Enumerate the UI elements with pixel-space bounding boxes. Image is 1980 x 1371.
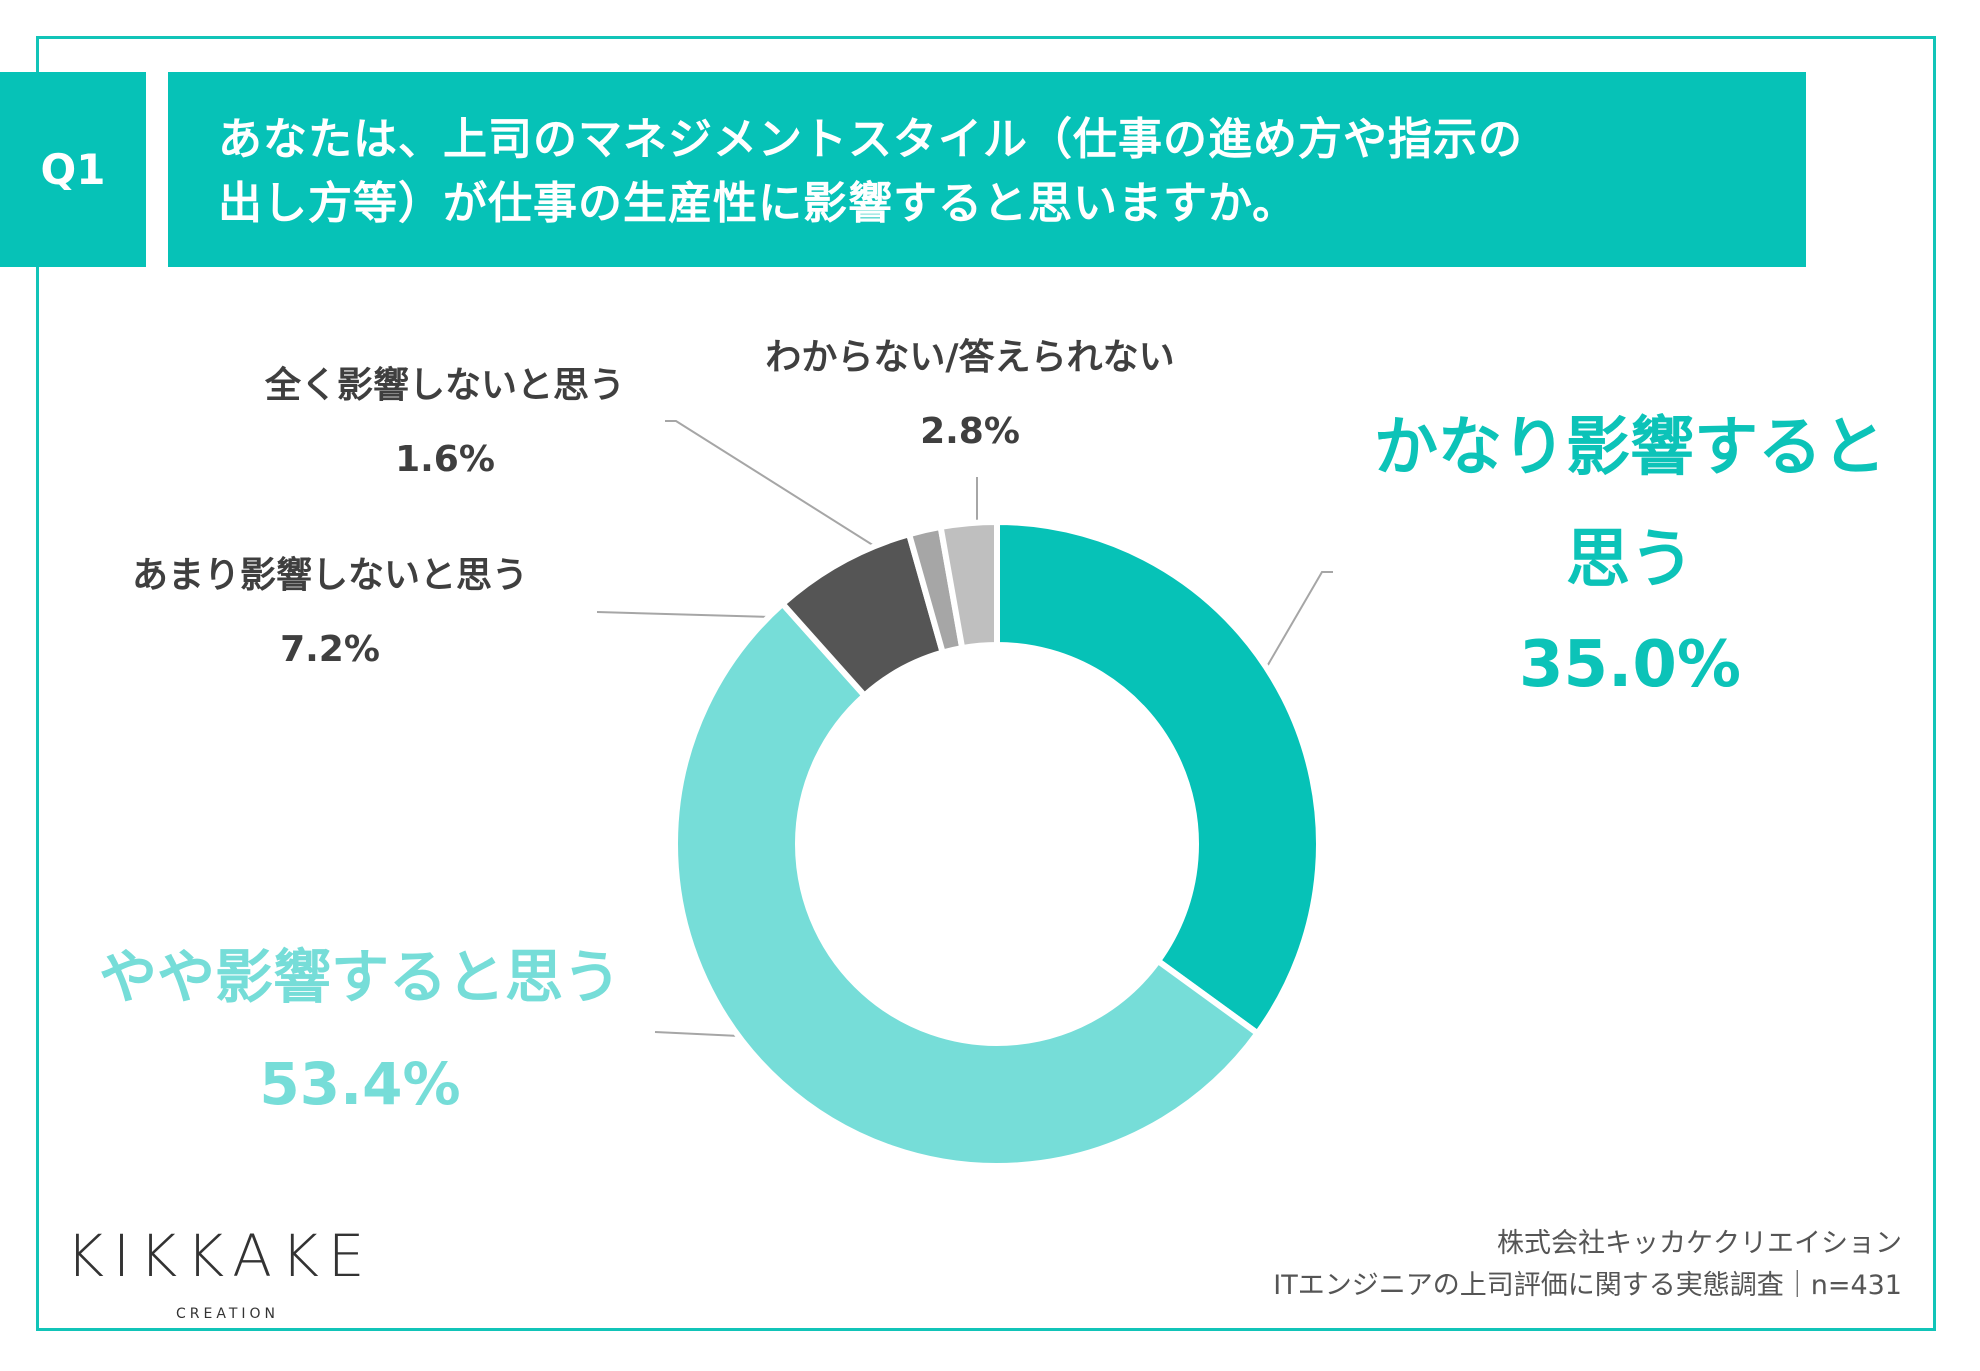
question-text-line-2: 出し方等）が仕事の生産性に影響すると思いますか。 [218,178,1298,229]
label-strong-impact: かなり影響すると 思う 35.0% [1345,392,1915,710]
label-slight-impact: やや影響すると思う 53.4% [70,930,650,1118]
label-unknown-name: わからない/答えられない [765,337,1175,378]
kikkake-logo-sub: CREATION [176,1306,280,1322]
leader-line-none [665,420,926,579]
donut-slices [672,519,1322,1169]
label-no-impact: 全く影響しないと思う 1.6% [215,360,675,486]
source-credit: 株式会社キッカケクリエイション ITエンジニアの上司評価に関する実態調査｜n=4… [1273,1223,1902,1307]
slice-slight-impact [672,600,1261,1169]
outer-frame [36,36,1936,1331]
label-little-impact: あまり影響しないと思う 7.2% [100,550,560,676]
label-slight-impact-value: 53.4% [259,1050,461,1118]
label-no-impact-value: 1.6% [395,439,495,480]
label-strong-impact-value: 35.0% [1518,628,1742,702]
label-slight-impact-name: やや影響すると思う [98,943,621,1011]
label-unknown: わからない/答えられない 2.8% [730,332,1210,458]
slice-unknown [937,519,1000,652]
label-strong-impact-name-1: かなり影響すると [1374,411,1886,485]
question-text-line-1: あなたは、上司のマネジメントスタイル（仕事の進め方や指示の [218,114,1523,165]
kikkake-logo: KIKKAKE [66,1222,374,1290]
slice-strong-impact [994,519,1322,1037]
label-no-impact-name: 全く影響しないと思う [264,365,625,406]
credit-survey: ITエンジニアの上司評価に関する実態調査｜n=431 [1273,1270,1902,1301]
credit-company: 株式会社キッカケクリエイション [1497,1228,1902,1259]
label-little-impact-value: 7.2% [280,629,380,670]
label-strong-impact-name-2: 思う [1566,523,1694,597]
question-number-badge: Q1 [0,72,146,267]
question-banner: あなたは、上司のマネジメントスタイル（仕事の進め方や指示の 出し方等）が仕事の生… [168,72,1806,267]
label-little-impact-name: あまり影響しないと思う [131,555,528,596]
label-unknown-value: 2.8% [920,411,1020,452]
